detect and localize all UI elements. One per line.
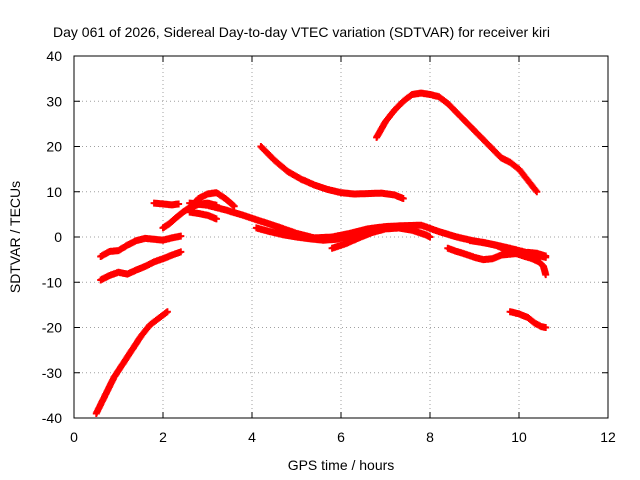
- x-tick-label: 2: [159, 429, 167, 445]
- series-arc-11: [328, 224, 434, 252]
- series-markers: [97, 248, 185, 284]
- series-arc-14: [466, 237, 550, 279]
- series-arc-7: [186, 208, 220, 223]
- series-arc-15: [506, 308, 550, 331]
- series-markers: [373, 89, 541, 196]
- y-tick-label: 0: [54, 229, 62, 245]
- series-arc-4: [150, 199, 183, 209]
- y-tick-label: 10: [46, 184, 62, 200]
- series-markers: [328, 224, 434, 252]
- x-tick-label: 4: [248, 429, 256, 445]
- y-tick-label: 20: [46, 139, 62, 155]
- series-markers: [150, 199, 183, 209]
- series-markers: [466, 237, 550, 279]
- y-tick-label: 30: [46, 93, 62, 109]
- x-tick-label: 0: [70, 429, 78, 445]
- series-markers: [92, 308, 171, 417]
- series-arc-10: [257, 143, 407, 202]
- data-series: [92, 89, 550, 417]
- y-tick-label: 40: [46, 48, 62, 64]
- series-markers: [257, 143, 407, 202]
- axis-ticks: 0 2 4 6 8 10 12 -40 -30 -20 -10 0 10 20 30 40: [42, 48, 616, 445]
- x-tick-label: 6: [337, 429, 345, 445]
- chart-title: Day 061 of 2026, Sidereal Day-to-day VTE…: [53, 24, 550, 40]
- y-tick-label: -10: [42, 274, 62, 290]
- series-arc-2: [97, 248, 185, 284]
- series-markers: [506, 308, 550, 331]
- x-axis-label: GPS time / hours: [288, 457, 395, 473]
- series-arc-3: [97, 232, 185, 260]
- x-tick-label: 12: [600, 429, 616, 445]
- y-tick-label: -20: [42, 320, 62, 336]
- x-tick-label: 10: [511, 429, 527, 445]
- series-markers: [186, 208, 220, 223]
- series-markers: [97, 232, 185, 260]
- series-arc-1: [92, 308, 171, 417]
- y-tick-label: -40: [42, 410, 62, 426]
- series-arc-12: [373, 89, 541, 196]
- x-tick-label: 8: [426, 429, 434, 445]
- y-tick-label: -30: [42, 365, 62, 381]
- y-axis-label: SDTVAR / TECUs: [7, 181, 23, 293]
